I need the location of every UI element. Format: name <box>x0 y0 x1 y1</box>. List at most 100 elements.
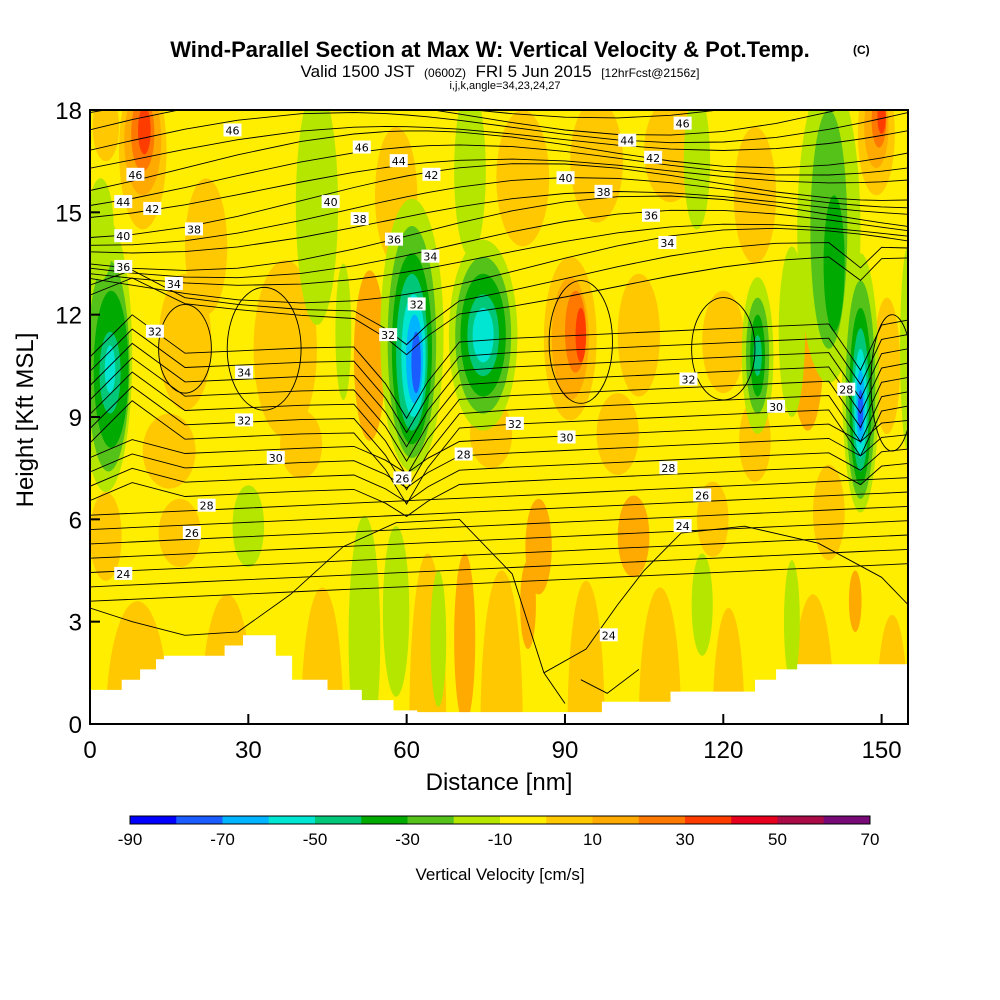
contour-label: 34 <box>235 365 254 380</box>
contour-labels: 46 46 44 42 40 38 36 34 32 34 32 30 28 26 24 46 44 42 40 38… <box>114 116 856 642</box>
contour-label-text: 24 <box>116 568 130 581</box>
contour-label-text: 30 <box>769 401 783 414</box>
contour-label: 46 <box>673 116 692 131</box>
contour-label: 24 <box>673 519 692 533</box>
contour-label: 42 <box>143 201 162 216</box>
contour-label-box <box>235 413 254 427</box>
contour-label: 40 <box>556 171 575 185</box>
velocity-cell <box>900 246 908 452</box>
colorbar-swatch <box>731 816 778 824</box>
contour-label: 28 <box>454 447 473 462</box>
velocity-cell <box>617 495 650 578</box>
velocity-cell <box>480 570 523 724</box>
contour-label: 44 <box>389 154 408 168</box>
contour-label-text: 30 <box>269 452 283 465</box>
contour-label: 38 <box>350 212 369 226</box>
velocity-cell <box>382 526 410 697</box>
contour-label-box <box>767 399 786 413</box>
contour-label-text: 32 <box>681 373 695 386</box>
theta-contour-line <box>90 548 908 588</box>
contour-label-text: 44 <box>620 135 634 148</box>
velocity-cell <box>783 560 800 684</box>
colorbar-tick-label: -10 <box>488 830 513 849</box>
contour-label: 32 <box>679 372 698 386</box>
colorbar-swatch <box>130 816 177 824</box>
colorbar-tick-label: 70 <box>861 830 880 849</box>
contour-label-box <box>407 297 426 311</box>
x-tick-label: 150 <box>862 737 902 764</box>
contour-label-box <box>223 123 242 137</box>
contour-label: 36 <box>384 232 403 247</box>
theta-contour-line <box>90 112 908 151</box>
velocity-cell <box>813 464 845 561</box>
contour-label: 36 <box>114 259 133 274</box>
contour-label: 32 <box>145 324 164 339</box>
y-tick-label: 3 <box>69 610 82 637</box>
contour-label-text: 26 <box>695 489 709 502</box>
theta-contour-line <box>90 505 908 545</box>
contour-label: 28 <box>659 461 678 475</box>
contour-label: 34 <box>658 236 677 250</box>
contour-label-text: 26 <box>395 472 409 485</box>
contour-label-text: 34 <box>167 278 181 291</box>
theta-contours <box>90 110 908 704</box>
chart-title: Wind-Parallel Section at Max W: Vertical… <box>170 37 810 62</box>
contour-label: 34 <box>421 249 440 264</box>
contour-label-box <box>641 208 660 222</box>
y-tick-label: 18 <box>55 98 82 125</box>
x-tick-label: 30 <box>235 737 262 764</box>
contour-label-text: 24 <box>676 520 690 533</box>
colorbar-swatch <box>823 816 871 824</box>
theta-contour-line <box>90 419 908 474</box>
colorbar: -90 -70 -50 -30 -10 10 30 50 70 Vertical… <box>118 815 880 884</box>
contour-label: 40 <box>321 195 340 209</box>
theta-contour-line <box>90 223 908 286</box>
contour-label-box <box>197 498 216 512</box>
theta-contour-line <box>90 227 908 304</box>
colorbar-swatch <box>361 816 408 824</box>
colorbar-swatch <box>685 816 732 824</box>
velocity-cell <box>848 570 862 632</box>
velocity-cell <box>877 110 886 134</box>
contour-label-text: 36 <box>644 210 658 223</box>
colorbar-tick-label: -50 <box>303 830 328 849</box>
y-axis-label: Height [Kft MSL] <box>12 333 39 508</box>
velocity-cell <box>472 307 494 363</box>
contour-label-box <box>659 461 678 475</box>
colorbar-swatch <box>777 816 825 824</box>
contour-label-text: 34 <box>660 237 674 250</box>
contour-label: 32 <box>407 297 426 311</box>
contour-label-box <box>352 140 371 154</box>
contour-label: 42 <box>422 167 441 182</box>
colorbar-swatch <box>315 816 362 824</box>
contour-label-text: 40 <box>558 172 572 185</box>
contour-label-text: 42 <box>424 169 438 182</box>
contour-label-text: 32 <box>381 329 395 342</box>
contour-label: 30 <box>557 430 576 444</box>
theta-contour-line <box>90 342 908 448</box>
contour-label-box <box>618 133 637 147</box>
contour-label: 44 <box>114 195 133 209</box>
theta-contour-cell <box>870 314 908 452</box>
contour-label-box <box>658 236 677 250</box>
theta-contour-line <box>90 195 908 271</box>
contour-label-text: 24 <box>602 629 616 642</box>
contour-label-box <box>556 171 575 185</box>
contour-label-box <box>321 195 340 209</box>
contour-label-box <box>145 324 164 338</box>
forecast-info: [12hrFcst@2156z] <box>601 66 699 80</box>
contour-label-box <box>235 365 254 379</box>
contour-label-text: 28 <box>457 449 471 462</box>
contour-label-text: 36 <box>116 261 130 274</box>
contour-label-box <box>350 212 369 226</box>
y-tick-label: 12 <box>55 303 82 330</box>
theta-contour-line <box>90 256 908 356</box>
colorbar-tick-label: -90 <box>118 830 143 849</box>
theta-contour-line <box>580 669 640 694</box>
velocity-cell <box>348 515 381 724</box>
contour-label-text: 38 <box>353 213 367 226</box>
contour-label-box <box>422 167 441 181</box>
theta-contour-line <box>90 110 723 119</box>
contour-label-text: 34 <box>423 251 437 264</box>
contour-label-text: 32 <box>508 418 522 431</box>
